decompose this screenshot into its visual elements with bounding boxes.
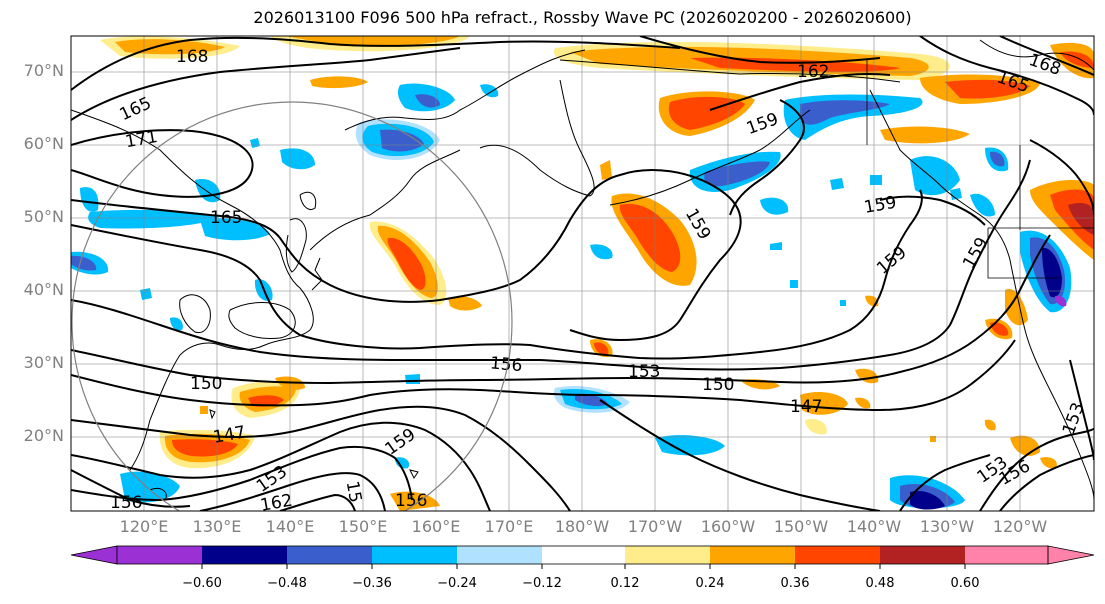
map-frame — [70, 35, 1095, 512]
lon-label: 180°W — [554, 517, 610, 536]
contour-label: 156 — [489, 353, 523, 376]
colorbar-segment — [965, 546, 1048, 564]
colorbar-tick-label: −0.48 — [267, 576, 307, 591]
contour-label: 156 — [110, 493, 142, 513]
colorbar-segment — [372, 546, 457, 564]
contour-label: 150 — [190, 374, 222, 394]
coastlines — [71, 39, 1094, 501]
colorbar-tick-label: −0.24 — [437, 576, 477, 591]
contour-label: 147 — [790, 397, 822, 417]
colorbar-segment — [795, 546, 880, 564]
colorbar-extend-low — [70, 545, 118, 565]
lat-label-60n: 60°N — [23, 134, 64, 153]
contour-label: 162 — [259, 491, 294, 516]
contour-label: 150 — [702, 375, 734, 395]
negative-anomaly-shading — [71, 83, 1072, 510]
colorbar-ticks — [201, 564, 966, 569]
lat-label-30n: 30°N — [23, 353, 64, 372]
colorbar-extend-high — [1047, 545, 1095, 565]
height-contours — [71, 36, 1094, 511]
colorbar-tick-label: 0.60 — [950, 576, 980, 591]
colorbar-segment — [542, 546, 625, 564]
colorbar — [70, 545, 1095, 569]
colorbar-tick-label: 0.12 — [610, 576, 640, 591]
colorbar-tick-label: −0.12 — [522, 576, 562, 591]
colorbar-segment — [117, 546, 202, 564]
lat-label-20n: 20°N — [23, 426, 64, 445]
lon-label: 170°E — [484, 517, 534, 536]
colorbar-tick-label: −0.36 — [352, 576, 392, 591]
colorbar-segment — [625, 546, 710, 564]
lon-label: 170°W — [627, 517, 683, 536]
contour-label: 165 — [210, 208, 242, 228]
lat-label-50n: 50°N — [23, 207, 64, 226]
colorbar-tick-label: 0.24 — [695, 576, 725, 591]
colorbar-tick-label: 0.48 — [865, 576, 895, 591]
reference-circle — [71, 101, 513, 511]
lon-label: 150°W — [773, 517, 829, 536]
colorbar-segment — [880, 546, 965, 564]
colorbar-segment — [202, 546, 287, 564]
lat-label-70n: 70°N — [23, 61, 64, 80]
contour-label: 156 — [395, 491, 427, 511]
colorbar-outline — [116, 545, 1049, 565]
contour-label: 168 — [176, 47, 208, 67]
lon-label: 160°E — [411, 517, 461, 536]
colorbar-segment — [710, 546, 795, 564]
lon-label: 130°E — [192, 517, 242, 536]
lon-label: 160°W — [700, 517, 756, 536]
lon-label: 130°W — [919, 517, 975, 536]
lon-label: 120°W — [992, 517, 1048, 536]
contour-label: 15 — [342, 480, 365, 505]
contour-label: 153 — [628, 362, 660, 382]
colorbar-segment — [287, 546, 372, 564]
lon-label: 150°E — [338, 517, 388, 536]
colorbar-tick-label: −0.60 — [182, 576, 222, 591]
map-title: 2026013100 F096 500 hPa refract., Rossby… — [253, 8, 912, 27]
map-background — [71, 36, 1094, 511]
contour-label: 162 — [797, 62, 829, 82]
lon-label: 120°E — [119, 517, 169, 536]
colorbar-segment — [457, 546, 542, 564]
colorbar-tick-label: 0.36 — [780, 576, 810, 591]
lon-label: 140°E — [265, 517, 315, 536]
lon-label: 140°W — [846, 517, 902, 536]
lat-label-40n: 40°N — [23, 280, 64, 299]
